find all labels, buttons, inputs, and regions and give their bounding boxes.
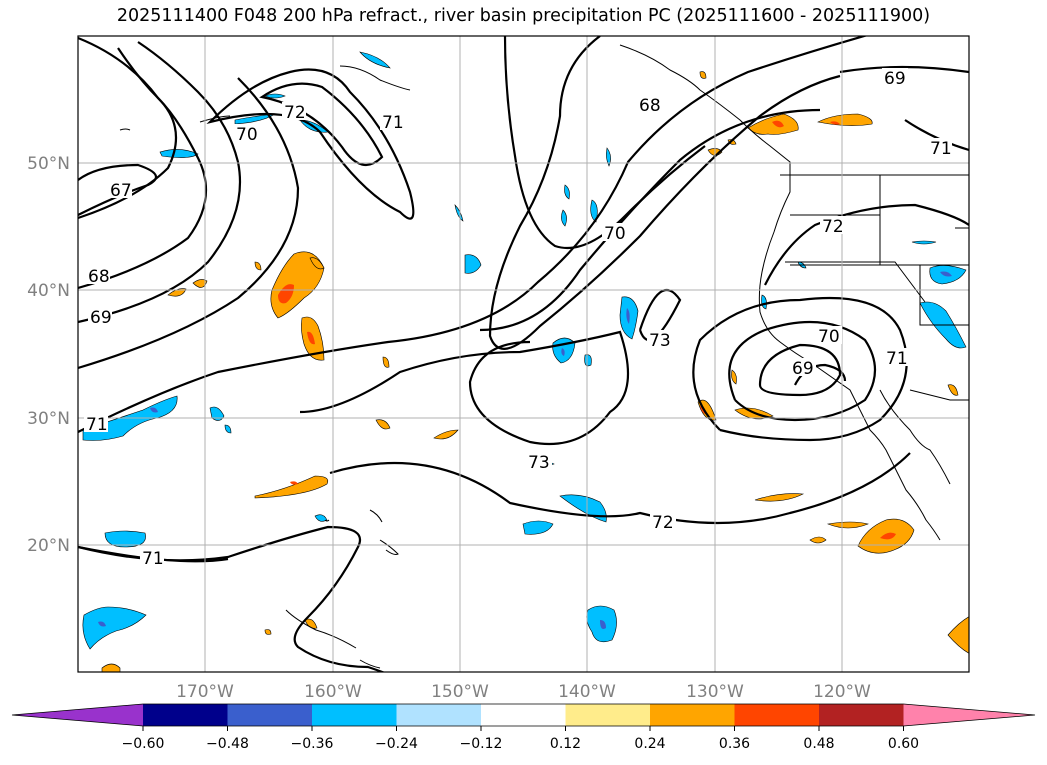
colorbar-tick-label: 0.36 bbox=[719, 736, 750, 752]
colorbar-extension-high bbox=[903, 704, 1035, 726]
longitude-axis: 170°W 160°W 150°W 140°W 130°W 120°W bbox=[176, 682, 871, 702]
colorbar-segment bbox=[396, 704, 482, 726]
contour-label-73: 73 bbox=[528, 453, 550, 473]
lat-label-30n: 30°N bbox=[27, 409, 70, 429]
contour-label-70: 70 bbox=[604, 224, 626, 244]
contour-label-71: 71 bbox=[930, 139, 952, 159]
contour-labels: 67 68 69 70 71 71 72 71 68 70 73 73 72 bbox=[84, 68, 952, 569]
lon-label-120w: 120°W bbox=[813, 682, 871, 702]
colorbar-tick-label: −0.60 bbox=[122, 736, 165, 752]
colorbar-segment bbox=[312, 704, 397, 726]
colorbar-tick-label: 0.24 bbox=[634, 736, 665, 752]
colorbar-segment bbox=[227, 704, 313, 726]
contour-label-68: 68 bbox=[88, 267, 110, 287]
contour-label-71: 71 bbox=[886, 349, 908, 369]
lon-label-140w: 140°W bbox=[558, 682, 616, 702]
colorbar: −0.60 −0.48 −0.36 −0.24 −0.12 0.12 0.24 0.36 0.4… bbox=[11, 703, 1036, 752]
colorbar-segment bbox=[481, 704, 566, 726]
coastlines bbox=[119, 44, 969, 669]
graticule bbox=[78, 36, 969, 672]
contour-label-71: 71 bbox=[382, 113, 404, 133]
lat-label-20n: 20°N bbox=[27, 536, 70, 556]
contour-label-69: 69 bbox=[884, 69, 906, 89]
contour-label-72: 72 bbox=[822, 217, 844, 237]
colorbar-tick-label: −0.12 bbox=[460, 736, 503, 752]
contour-label-67: 67 bbox=[110, 181, 132, 201]
contour-label-72: 72 bbox=[652, 513, 674, 533]
map-border bbox=[77, 35, 970, 673]
colorbar-tick-label: −0.36 bbox=[291, 736, 334, 752]
colorbar-segment bbox=[650, 704, 735, 726]
map-title: 2025111400 F048 200 hPa refract., river … bbox=[116, 6, 931, 26]
lon-label-170w: 170°W bbox=[176, 682, 234, 702]
lat-label-40n: 40°N bbox=[27, 281, 70, 301]
lon-label-150w: 150°W bbox=[431, 682, 489, 702]
map-plot-area bbox=[78, 36, 969, 672]
colorbar-segment bbox=[143, 704, 228, 726]
lon-label-160w: 160°W bbox=[304, 682, 362, 702]
contour-label-70: 70 bbox=[818, 327, 840, 347]
lat-label-50n: 50°N bbox=[27, 154, 70, 174]
colorbar-segment bbox=[819, 704, 904, 726]
colorbar-segment bbox=[734, 704, 820, 726]
contour-label-69: 69 bbox=[90, 308, 112, 328]
lon-label-130w: 130°W bbox=[686, 682, 744, 702]
colorbar-tick-label: −0.48 bbox=[206, 736, 249, 752]
colorbar-tick-label: 0.48 bbox=[803, 736, 834, 752]
contour-label-69: 69 bbox=[792, 359, 814, 379]
contour-label-68: 68 bbox=[639, 96, 661, 116]
latitude-axis: 50°N 40°N 30°N 20°N bbox=[27, 154, 70, 556]
colorbar-tick-label: 0.60 bbox=[888, 736, 919, 752]
colorbar-extension-low bbox=[12, 704, 143, 726]
contour-label-71: 71 bbox=[142, 549, 164, 569]
colorbar-segment bbox=[565, 704, 651, 726]
contour-label-73: 73 bbox=[649, 331, 671, 351]
contour-label-71: 71 bbox=[86, 415, 108, 435]
colorbar-tick-label: 0.12 bbox=[550, 736, 581, 752]
colorbar-tick-label: −0.24 bbox=[375, 736, 418, 752]
contour-label-70: 70 bbox=[236, 125, 258, 145]
contour-label-72: 72 bbox=[284, 103, 306, 123]
